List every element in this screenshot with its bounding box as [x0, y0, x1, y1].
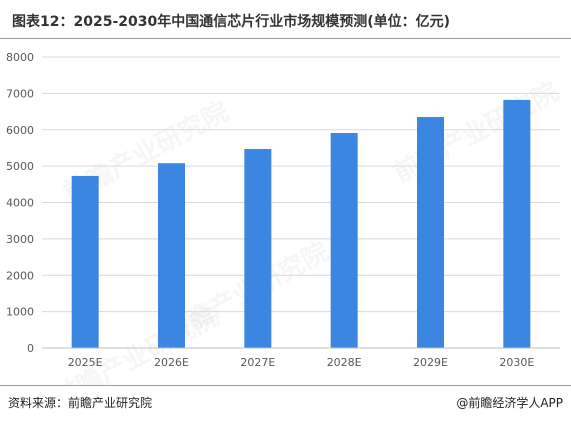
- chart-title: 图表12：2025-2030年中国通信芯片行业市场规模预测(单位：亿元): [12, 14, 451, 30]
- y-tick-label: 8000: [6, 51, 34, 64]
- source-note: 资料来源：前瞻产业研究院: [8, 396, 153, 410]
- x-tick-label: 2026E: [154, 356, 189, 369]
- title-divider: [0, 38, 571, 39]
- bar-2028E: [330, 133, 358, 348]
- bar-2030E: [503, 99, 531, 348]
- y-tick-label: 0: [27, 342, 34, 355]
- bar-2026E: [158, 163, 185, 348]
- bar-2027E: [244, 149, 272, 348]
- footer-divider: [0, 385, 571, 386]
- bar-2025E: [71, 175, 99, 348]
- x-axis: 2025E 2026E 2027E 2028E 2029E 2030E: [42, 347, 560, 369]
- x-tick-label: 2030E: [499, 356, 534, 369]
- brand-credit: @前瞻经济学人APP: [456, 396, 563, 410]
- x-tick-label: 2029E: [413, 356, 448, 369]
- y-tick-label: 5000: [6, 160, 34, 173]
- y-tick-label: 2000: [6, 269, 34, 282]
- x-tick-label: 2025E: [68, 356, 103, 369]
- x-tick-label: 2028E: [327, 356, 362, 369]
- bar-chart: 前瞻产业研究院前瞻产业研究院前瞻产业研究院前瞻产业研究院 0 1000 2000 30…: [6, 51, 563, 385]
- y-tick-label: 7000: [6, 87, 34, 100]
- y-axis: 0 1000 2000 3000 4000 5000 6000 7000 8000: [6, 51, 34, 355]
- gridlines: [42, 56, 560, 313]
- bar-series: [71, 99, 531, 348]
- bar-2029E: [417, 117, 444, 348]
- y-tick-label: 6000: [6, 124, 34, 137]
- y-tick-label: 3000: [6, 233, 34, 246]
- watermark-layer: 前瞻产业研究院前瞻产业研究院前瞻产业研究院前瞻产业研究院: [48, 76, 563, 385]
- y-tick-label: 1000: [6, 306, 34, 319]
- y-tick-label: 4000: [6, 197, 34, 210]
- x-tick-label: 2027E: [240, 356, 275, 369]
